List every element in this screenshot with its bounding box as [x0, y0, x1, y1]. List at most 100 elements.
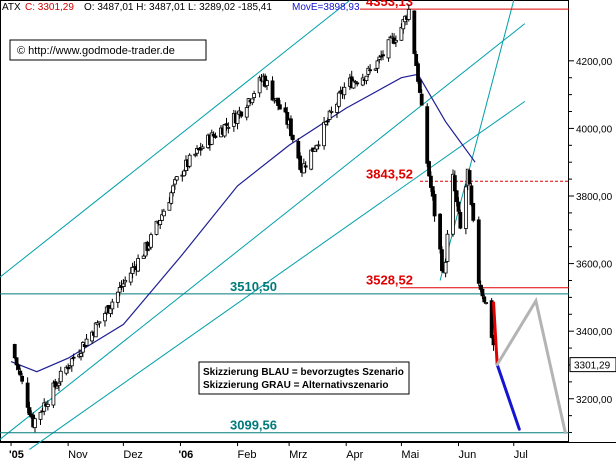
candle — [71, 353, 76, 361]
candle-body — [209, 132, 214, 145]
candle-body — [224, 123, 229, 126]
x-tick-label: Jul — [514, 449, 528, 461]
price-tag-text: 3301,29 — [574, 361, 611, 372]
candle — [392, 33, 396, 45]
candle — [161, 208, 166, 217]
candle — [198, 142, 203, 156]
candle — [115, 291, 120, 308]
candle-body — [458, 211, 463, 229]
candle — [270, 76, 275, 101]
candle-body — [20, 375, 24, 382]
candle — [482, 294, 487, 304]
last-price-tag: 3301,29 — [569, 357, 616, 373]
candle — [381, 50, 385, 61]
trend-channel-line-2 — [29, 100, 526, 450]
copyright-box: © http://www.godmode-trader.de — [9, 39, 207, 61]
legend-line-grey: Skizzierung GRAU = Alternativszenario — [203, 380, 389, 391]
candle — [458, 209, 463, 230]
candle-body — [14, 357, 19, 366]
candle — [366, 65, 371, 78]
candle-body — [322, 121, 326, 147]
candle-body — [364, 75, 369, 81]
moving-average — [10, 73, 476, 373]
candle — [440, 246, 444, 273]
candle — [351, 78, 356, 89]
candle-body — [69, 358, 74, 367]
candle-body — [252, 93, 257, 99]
candle-body — [222, 124, 227, 137]
y-tick-label: 3200,00 — [576, 395, 613, 406]
horizontal-levels: 4353,13 3843,52 3528,52 3510,50 3099,56 — [0, 0, 569, 434]
header-ohlc: O: 3487,01 H: 3487,01 L: 3289,02 -185,41 — [84, 2, 272, 13]
last-drop-line — [492, 301, 499, 365]
candle-body — [42, 402, 47, 412]
candle-body — [366, 67, 371, 75]
candle — [239, 111, 244, 119]
candle-body — [103, 313, 107, 322]
candle — [45, 400, 50, 411]
candle-body — [469, 185, 474, 205]
candle — [303, 161, 308, 173]
candle — [375, 59, 380, 74]
candle — [283, 102, 288, 114]
candle-body — [290, 134, 295, 141]
candle-body — [16, 364, 21, 370]
candle — [123, 276, 128, 287]
candle-body — [353, 81, 358, 83]
candle — [58, 366, 63, 386]
copyright-frame — [9, 39, 207, 61]
candle-body — [239, 111, 244, 117]
candle-body — [27, 407, 32, 415]
candle — [213, 132, 218, 139]
candle-body — [303, 165, 308, 168]
candle-body — [257, 77, 262, 94]
candle-body — [12, 344, 17, 359]
candle-body — [316, 144, 321, 147]
candle — [33, 417, 37, 433]
candle — [368, 64, 373, 74]
candle-body — [296, 140, 301, 159]
candle-body — [399, 27, 404, 41]
candle-body — [121, 283, 126, 287]
candle-body — [375, 60, 380, 69]
candle-body — [270, 80, 275, 101]
candle — [355, 81, 360, 87]
candle-body — [432, 194, 437, 217]
candle-body — [141, 255, 146, 259]
candle — [252, 90, 257, 101]
candle — [417, 78, 422, 94]
copyright-text: © http://www.godmode-trader.de — [17, 45, 175, 57]
candle-body — [419, 93, 424, 106]
candle-body — [55, 385, 59, 389]
legend-line-blue: Skizzierung BLAU = bevorzugtes Szenario — [203, 367, 404, 378]
candle-body — [443, 261, 448, 274]
x-tick-label: Mai — [401, 449, 419, 461]
candle — [246, 98, 251, 108]
candle — [244, 104, 249, 121]
candle-body — [182, 170, 187, 177]
x-tick-label: Apr — [346, 449, 363, 461]
header-close: C: 3301,29 — [25, 2, 74, 13]
candle — [452, 170, 457, 193]
x-tick-label: Nov — [68, 449, 88, 461]
candle-body — [428, 175, 433, 188]
candle-body — [123, 279, 128, 283]
candle-body — [80, 342, 85, 353]
x-tick-label: Mrz — [289, 449, 307, 461]
candle-body — [250, 98, 255, 104]
candle — [97, 321, 102, 328]
candle-body — [417, 79, 422, 93]
candle-body — [174, 176, 179, 181]
candlesticks — [12, 4, 496, 433]
candle-body — [154, 220, 159, 235]
candle-body — [438, 213, 443, 250]
candle-body — [416, 63, 420, 82]
x-tick-label: Feb — [238, 449, 257, 461]
candle — [427, 160, 431, 177]
candle-body — [381, 54, 385, 57]
candle — [64, 365, 69, 376]
level-label-0: 4353,13 — [366, 0, 413, 9]
candle — [108, 307, 113, 318]
candle-body — [169, 192, 174, 204]
candle-body — [33, 418, 37, 428]
